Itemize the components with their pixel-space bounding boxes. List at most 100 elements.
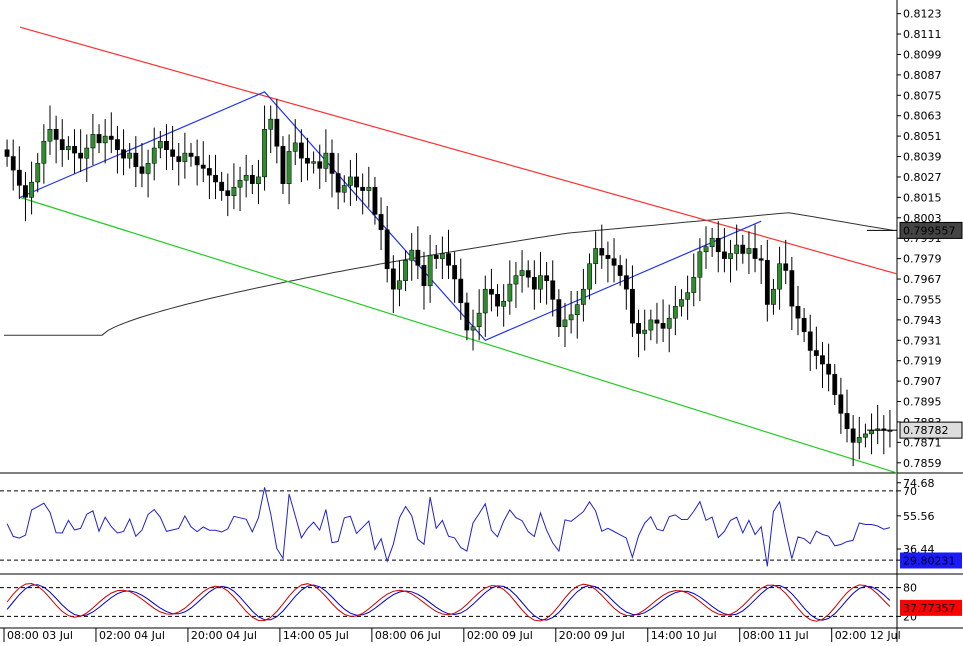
candle-body (752, 248, 758, 259)
candle-body (562, 319, 568, 327)
candle-body (623, 275, 629, 290)
rsi-tick-label: 74.68 (903, 477, 935, 490)
candle-body (348, 176, 353, 186)
candle-body (709, 237, 715, 247)
candle-body (679, 299, 684, 307)
candle-body (133, 152, 139, 167)
price-tick-label: 0.8063 (903, 110, 942, 123)
candle-body (65, 146, 71, 150)
price-tick-label: 0.8051 (903, 130, 942, 143)
candle-body (501, 300, 507, 307)
current-price-badge-text: 0.78782 (903, 424, 949, 437)
candle-body (820, 355, 825, 365)
candle-body (317, 161, 323, 169)
rsi-value-text: 29.80231 (903, 554, 956, 567)
candle-body (813, 350, 819, 356)
candle-body (587, 263, 592, 290)
candle-body (593, 248, 599, 264)
candle-body (777, 263, 782, 290)
candle-body (746, 248, 752, 254)
candle-body (84, 147, 90, 159)
candle-body (127, 152, 133, 159)
candle-body (170, 149, 176, 157)
candle-body (605, 254, 611, 259)
candle-body (476, 312, 482, 327)
candle-body (550, 280, 556, 300)
candle-body (495, 294, 500, 307)
candle-body (538, 275, 543, 290)
rsi-tick-label: 55.56 (903, 510, 935, 523)
candle-body (249, 174, 255, 184)
candle-body (697, 251, 703, 278)
candle-body (231, 186, 237, 196)
candle-body (458, 278, 464, 304)
candle-body (225, 190, 231, 196)
candle-body (832, 374, 838, 395)
candle-body (29, 181, 34, 198)
candle-body (403, 260, 408, 281)
candle-body (507, 283, 513, 302)
candle-body (298, 142, 304, 159)
candle-body (366, 186, 372, 191)
candle-body (642, 329, 648, 334)
ma-value-badge-text: 0.799557 (903, 224, 956, 237)
current-price-badge-box (899, 421, 963, 439)
candle-body (188, 152, 194, 157)
candle-body (783, 263, 789, 271)
candle-body (384, 229, 390, 270)
candle-body (268, 118, 274, 130)
candle-body (580, 288, 586, 305)
candle-body (826, 363, 832, 375)
price-tick-label: 0.7931 (903, 334, 942, 347)
candle-body (360, 186, 366, 191)
candle-body (722, 251, 727, 259)
candle-body (182, 152, 188, 162)
candle-body (96, 134, 102, 144)
time-tick-label: 02:00 09 Jul (467, 629, 533, 642)
lower-trend-line (19, 196, 898, 474)
price-tick-label: 0.7907 (903, 375, 942, 388)
candle-body (715, 237, 721, 253)
candle-body (648, 319, 654, 331)
candle-body (78, 152, 84, 159)
time-tick-label: 08:00 03 Jul (7, 629, 73, 642)
candle-body (685, 292, 691, 300)
candle-body (151, 147, 157, 164)
candle-body (286, 151, 292, 184)
candle-body (740, 244, 746, 254)
candle-body (35, 163, 41, 183)
candle-body (556, 299, 562, 327)
rsi-tick-label: 70 (903, 485, 917, 498)
time-tick-label: 02:00 04 Jul (99, 629, 165, 642)
candle-body (115, 139, 120, 150)
candle-body (372, 186, 378, 215)
candle-body (544, 275, 550, 281)
time-tick-label: 14:00 10 Jul (651, 629, 717, 642)
candle-body (341, 185, 347, 193)
candle-body (206, 168, 212, 176)
rsi-value-badge (900, 552, 962, 569)
candle-body (838, 394, 844, 414)
candle-body (323, 152, 329, 169)
candle-body (329, 152, 335, 174)
candle-body (237, 180, 243, 188)
candle-body (531, 277, 537, 290)
candle-body (415, 249, 421, 266)
candle-body (666, 317, 672, 329)
stoch-value-badge (900, 599, 962, 616)
stoch-k-line (6, 582, 891, 622)
price-tick-label: 0.7943 (903, 314, 942, 327)
candle-body (758, 258, 764, 261)
candle-body (856, 437, 862, 443)
candle-body (734, 244, 740, 254)
candle-body (243, 174, 249, 181)
price-tick-label: 0.8039 (903, 151, 942, 164)
candle-body (771, 288, 776, 305)
price-tick-label: 0.7859 (903, 457, 942, 470)
candle-body (121, 149, 126, 159)
price-tick-label: 0.7871 (903, 436, 942, 449)
candle-body (568, 314, 574, 321)
candle-body (262, 129, 267, 178)
candle-body (887, 430, 893, 432)
